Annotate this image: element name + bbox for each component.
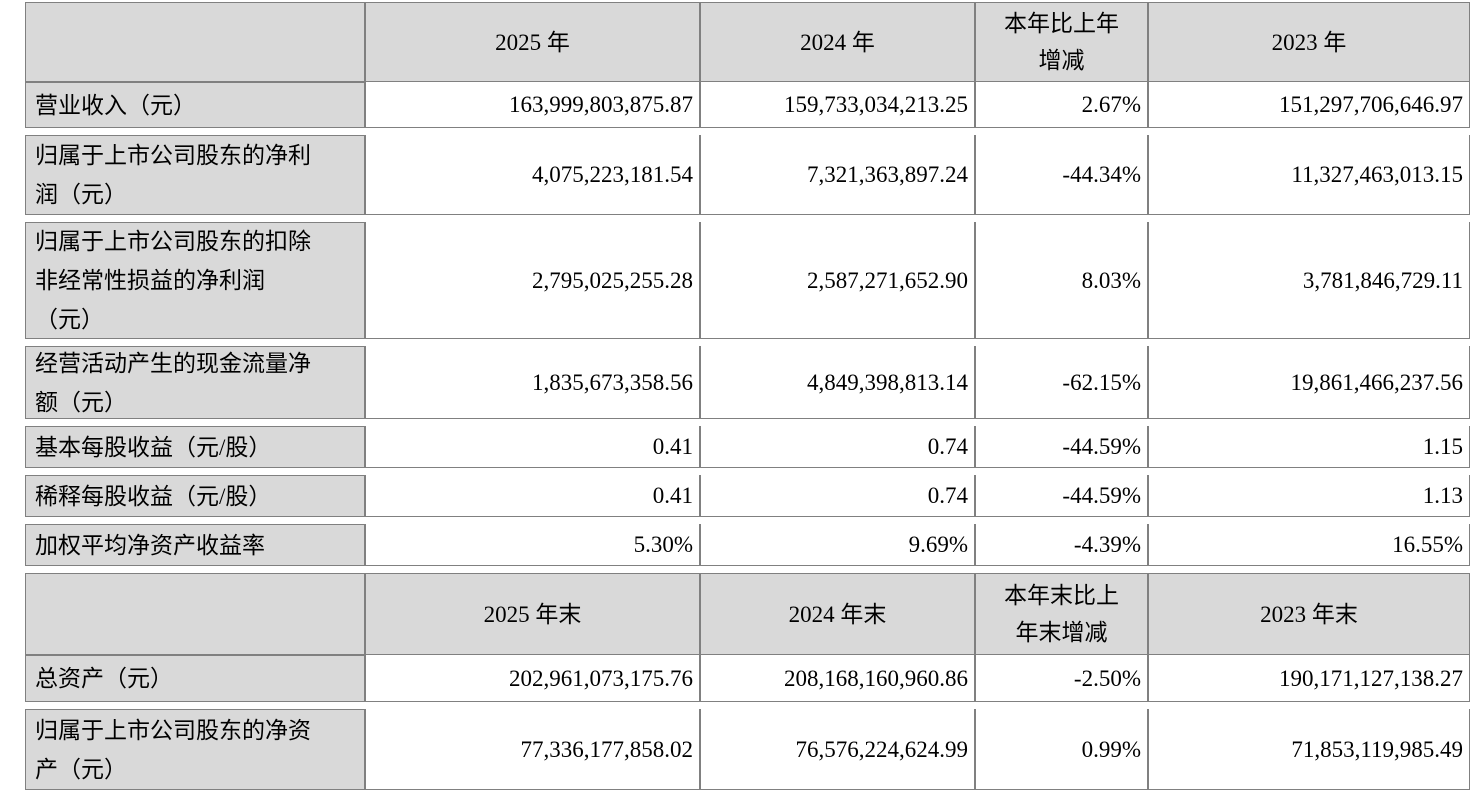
row-label: 总资产（元） <box>25 655 365 702</box>
value-2025: 0.41 <box>365 426 700 468</box>
value-change: 2.67% <box>975 82 1148 128</box>
value-change: -2.50% <box>975 655 1148 702</box>
value-change: 0.99% <box>975 709 1148 790</box>
table-row: 稀释每股收益（元/股） 0.41 0.74 -44.59% 1.13 <box>25 475 1470 517</box>
value-2025: 2,795,025,255.28 <box>365 222 700 339</box>
value-2025: 202,961,073,175.76 <box>365 655 700 702</box>
value-2023: 19,861,466,237.56 <box>1148 346 1470 419</box>
header-2023-end: 2023 年末 <box>1148 573 1470 655</box>
row-label: 基本每股收益（元/股） <box>25 426 365 468</box>
value-2023: 71,853,119,985.49 <box>1148 709 1470 790</box>
value-2024: 76,576,224,624.99 <box>700 709 975 790</box>
table-row: 加权平均净资产收益率 5.30% 9.69% -4.39% 16.55% <box>25 524 1470 566</box>
value-change: 8.03% <box>975 222 1148 339</box>
row-label: 经营活动产生的现金流量净 额（元） <box>25 346 365 419</box>
row-label: 归属于上市公司股东的净资 产（元） <box>25 709 365 790</box>
row-label: 归属于上市公司股东的净利 润（元） <box>25 135 365 215</box>
row-label: 归属于上市公司股东的扣除 非经常性损益的净利润 （元） <box>25 222 365 339</box>
value-2024: 2,587,271,652.90 <box>700 222 975 339</box>
table-row: 归属于上市公司股东的净利 润（元） 4,075,223,181.54 7,321… <box>25 135 1470 215</box>
value-change: -44.34% <box>975 135 1148 215</box>
value-2024: 9.69% <box>700 524 975 566</box>
table-row: 总资产（元） 202,961,073,175.76 208,168,160,96… <box>25 655 1470 702</box>
value-2023: 16.55% <box>1148 524 1470 566</box>
value-2024: 7,321,363,897.24 <box>700 135 975 215</box>
table-header-row: 2025 年末 2024 年末 本年末比上 年末增减 2023 年末 <box>25 573 1470 655</box>
value-change: -44.59% <box>975 475 1148 517</box>
value-2024: 4,849,398,813.14 <box>700 346 975 419</box>
value-change: -44.59% <box>975 426 1148 468</box>
row-label: 加权平均净资产收益率 <box>25 524 365 566</box>
table-row: 归属于上市公司股东的扣除 非经常性损益的净利润 （元） 2,795,025,25… <box>25 222 1470 339</box>
header-2023: 2023 年 <box>1148 2 1470 82</box>
header-2024: 2024 年 <box>700 2 975 82</box>
financial-summary-table: 2025 年 2024 年 本年比上年 增减 2023 年 营业收入（元） 16… <box>25 2 1470 790</box>
value-2025: 163,999,803,875.87 <box>365 82 700 128</box>
value-2023: 11,327,463,013.15 <box>1148 135 1470 215</box>
value-2024: 0.74 <box>700 426 975 468</box>
value-2023: 190,171,127,138.27 <box>1148 655 1470 702</box>
header-yearend-change: 本年末比上 年末增减 <box>975 573 1148 655</box>
value-2025: 4,075,223,181.54 <box>365 135 700 215</box>
row-label: 营业收入（元） <box>25 82 365 128</box>
header-corner <box>25 2 365 82</box>
table-row: 营业收入（元） 163,999,803,875.87 159,733,034,2… <box>25 82 1470 128</box>
value-2025: 0.41 <box>365 475 700 517</box>
value-2024: 159,733,034,213.25 <box>700 82 975 128</box>
value-2025: 5.30% <box>365 524 700 566</box>
value-2023: 151,297,706,646.97 <box>1148 82 1470 128</box>
value-change: -4.39% <box>975 524 1148 566</box>
value-2025: 1,835,673,358.56 <box>365 346 700 419</box>
value-change: -62.15% <box>975 346 1148 419</box>
value-2023: 3,781,846,729.11 <box>1148 222 1470 339</box>
header-yoy-change: 本年比上年 增减 <box>975 2 1148 82</box>
table-row: 归属于上市公司股东的净资 产（元） 77,336,177,858.02 76,5… <box>25 709 1470 790</box>
row-label: 稀释每股收益（元/股） <box>25 475 365 517</box>
header-2024-end: 2024 年末 <box>700 573 975 655</box>
table-row: 经营活动产生的现金流量净 额（元） 1,835,673,358.56 4,849… <box>25 346 1470 419</box>
header-2025-end: 2025 年末 <box>365 573 700 655</box>
header-2025: 2025 年 <box>365 2 700 82</box>
table-row: 基本每股收益（元/股） 0.41 0.74 -44.59% 1.15 <box>25 426 1470 468</box>
value-2025: 77,336,177,858.02 <box>365 709 700 790</box>
value-2024: 0.74 <box>700 475 975 517</box>
table-header-row: 2025 年 2024 年 本年比上年 增减 2023 年 <box>25 2 1470 82</box>
value-2024: 208,168,160,960.86 <box>700 655 975 702</box>
header-corner <box>25 573 365 655</box>
value-2023: 1.15 <box>1148 426 1470 468</box>
value-2023: 1.13 <box>1148 475 1470 517</box>
